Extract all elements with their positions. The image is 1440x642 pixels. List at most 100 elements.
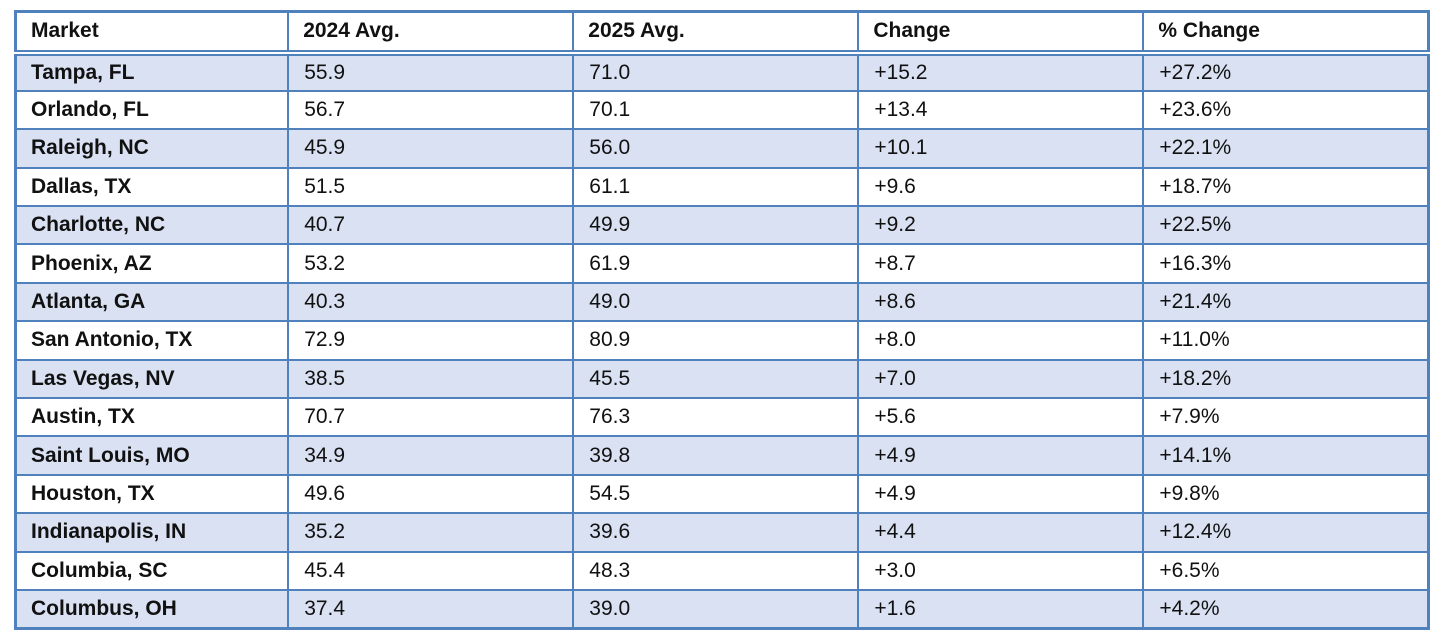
header-market: Market xyxy=(14,10,290,56)
value-cell: 61.1 xyxy=(572,166,860,208)
header-pct-change: % Change xyxy=(1142,10,1430,56)
table-row: Las Vegas, NV 38.5 45.5 +7.0 +18.2% xyxy=(14,358,1430,400)
value-cell: 35.2 xyxy=(287,512,575,553)
market-cell: Dallas, TX xyxy=(14,166,290,208)
value-cell: +18.7% xyxy=(1142,166,1430,208)
value-cell: +18.2% xyxy=(1142,358,1430,400)
value-cell: 48.3 xyxy=(572,550,860,591)
market-cell: Raleigh, NC xyxy=(14,128,290,169)
header-change: Change xyxy=(857,10,1145,56)
table-row: Columbus, OH 37.4 39.0 +1.6 +4.2% xyxy=(14,588,1430,630)
table-row: Orlando, FL 56.7 70.1 +13.4 +23.6% xyxy=(14,89,1430,131)
table-row: Houston, TX 49.6 54.5 +4.9 +9.8% xyxy=(14,473,1430,515)
market-cell: Austin, TX xyxy=(14,397,290,438)
value-cell: +8.6 xyxy=(857,281,1145,323)
value-cell: +4.9 xyxy=(857,473,1145,515)
value-cell: +7.0 xyxy=(857,358,1145,400)
value-cell: 53.2 xyxy=(287,243,575,284)
market-cell: Indianapolis, IN xyxy=(14,512,290,553)
value-cell: +15.2 xyxy=(857,51,1145,92)
value-cell: 56.7 xyxy=(287,89,575,131)
value-cell: +9.2 xyxy=(857,205,1145,246)
market-cell: Orlando, FL xyxy=(14,89,290,131)
value-cell: 39.0 xyxy=(572,588,860,630)
value-cell: +27.2% xyxy=(1142,51,1430,92)
value-cell: +9.8% xyxy=(1142,473,1430,515)
value-cell: 80.9 xyxy=(572,320,860,361)
value-cell: +7.9% xyxy=(1142,397,1430,438)
value-cell: +21.4% xyxy=(1142,281,1430,323)
table-row: Phoenix, AZ 53.2 61.9 +8.7 +16.3% xyxy=(14,243,1430,284)
value-cell: 70.7 xyxy=(287,397,575,438)
value-cell: 51.5 xyxy=(287,166,575,208)
table-body: Tampa, FL 55.9 71.0 +15.2 +27.2% Orlando, FL 5… xyxy=(14,51,1430,630)
value-cell: 49.6 xyxy=(287,473,575,515)
market-cell: Tampa, FL xyxy=(14,51,290,92)
market-cell: Las Vegas, NV xyxy=(14,358,290,400)
value-cell: +1.6 xyxy=(857,588,1145,630)
value-cell: 45.9 xyxy=(287,128,575,169)
table-row: San Antonio, TX 72.9 80.9 +8.0 +11.0% xyxy=(14,320,1430,361)
value-cell: 55.9 xyxy=(287,51,575,92)
value-cell: 76.3 xyxy=(572,397,860,438)
value-cell: 40.7 xyxy=(287,205,575,246)
value-cell: 38.5 xyxy=(287,358,575,400)
value-cell: +4.4 xyxy=(857,512,1145,553)
value-cell: +8.0 xyxy=(857,320,1145,361)
value-cell: 70.1 xyxy=(572,89,860,131)
market-comparison-table: Market 2024 Avg. 2025 Avg. Change % Chan… xyxy=(14,10,1430,630)
value-cell: 71.0 xyxy=(572,51,860,92)
table-row: Saint Louis, MO 34.9 39.8 +4.9 +14.1% xyxy=(14,435,1430,476)
table-row: Atlanta, GA 40.3 49.0 +8.6 +21.4% xyxy=(14,281,1430,323)
market-cell: Saint Louis, MO xyxy=(14,435,290,476)
table-row: Charlotte, NC 40.7 49.9 +9.2 +22.5% xyxy=(14,205,1430,246)
value-cell: 34.9 xyxy=(287,435,575,476)
table-row: Dallas, TX 51.5 61.1 +9.6 +18.7% xyxy=(14,166,1430,208)
market-cell: Phoenix, AZ xyxy=(14,243,290,284)
value-cell: +5.6 xyxy=(857,397,1145,438)
value-cell: +13.4 xyxy=(857,89,1145,131)
value-cell: +23.6% xyxy=(1142,89,1430,131)
value-cell: 39.6 xyxy=(572,512,860,553)
value-cell: +4.2% xyxy=(1142,588,1430,630)
value-cell: 49.9 xyxy=(572,205,860,246)
value-cell: 40.3 xyxy=(287,281,575,323)
value-cell: +4.9 xyxy=(857,435,1145,476)
value-cell: +12.4% xyxy=(1142,512,1430,553)
table-row: Columbia, SC 45.4 48.3 +3.0 +6.5% xyxy=(14,550,1430,591)
value-cell: +9.6 xyxy=(857,166,1145,208)
value-cell: 61.9 xyxy=(572,243,860,284)
value-cell: +10.1 xyxy=(857,128,1145,169)
value-cell: 39.8 xyxy=(572,435,860,476)
value-cell: 54.5 xyxy=(572,473,860,515)
market-cell: Columbia, SC xyxy=(14,550,290,591)
value-cell: +16.3% xyxy=(1142,243,1430,284)
market-cell: Columbus, OH xyxy=(14,588,290,630)
market-cell: Charlotte, NC xyxy=(14,205,290,246)
market-cell: Atlanta, GA xyxy=(14,281,290,323)
value-cell: +14.1% xyxy=(1142,435,1430,476)
value-cell: +3.0 xyxy=(857,550,1145,591)
table-row: Raleigh, NC 45.9 56.0 +10.1 +22.1% xyxy=(14,128,1430,169)
table-row: Tampa, FL 55.9 71.0 +15.2 +27.2% xyxy=(14,51,1430,92)
value-cell: 45.4 xyxy=(287,550,575,591)
table-header: Market 2024 Avg. 2025 Avg. Change % Chan… xyxy=(14,10,1430,56)
market-cell: San Antonio, TX xyxy=(14,320,290,361)
value-cell: +8.7 xyxy=(857,243,1145,284)
header-2024-avg: 2024 Avg. xyxy=(287,10,575,56)
table-row: Indianapolis, IN 35.2 39.6 +4.4 +12.4% xyxy=(14,512,1430,553)
table-row: Austin, TX 70.7 76.3 +5.6 +7.9% xyxy=(14,397,1430,438)
value-cell: 45.5 xyxy=(572,358,860,400)
value-cell: 49.0 xyxy=(572,281,860,323)
value-cell: 56.0 xyxy=(572,128,860,169)
market-cell: Houston, TX xyxy=(14,473,290,515)
value-cell: 72.9 xyxy=(287,320,575,361)
value-cell: +6.5% xyxy=(1142,550,1430,591)
value-cell: 37.4 xyxy=(287,588,575,630)
value-cell: +11.0% xyxy=(1142,320,1430,361)
header-row: Market 2024 Avg. 2025 Avg. Change % Chan… xyxy=(14,10,1430,56)
value-cell: +22.1% xyxy=(1142,128,1430,169)
value-cell: +22.5% xyxy=(1142,205,1430,246)
header-2025-avg: 2025 Avg. xyxy=(572,10,860,56)
